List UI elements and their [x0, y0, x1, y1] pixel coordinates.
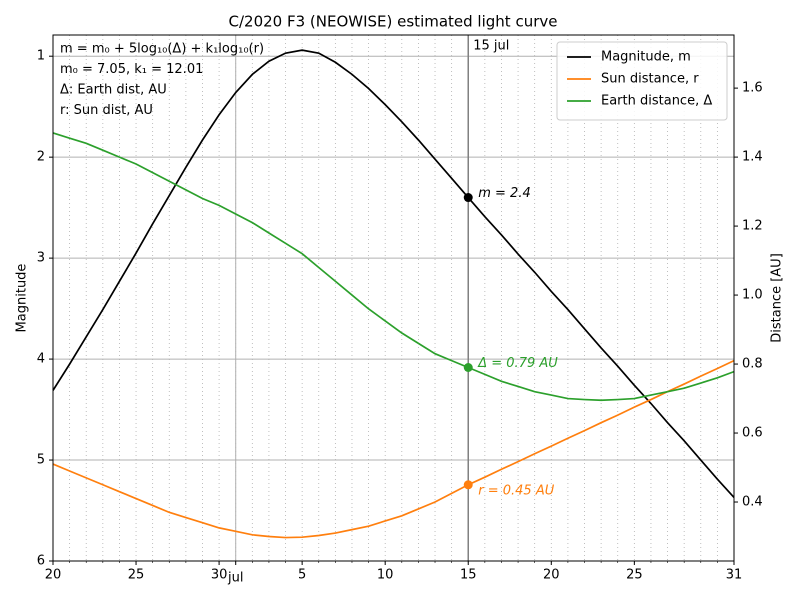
y-tick-label: 6 [37, 554, 45, 569]
y2-tick-label: 0.6 [742, 426, 763, 441]
annotation: m = m₀ + 5log₁₀(Δ) + k₁log₁₀(r) [60, 42, 264, 57]
highlight-marker [463, 193, 473, 203]
y2-tick-label: 1.4 [742, 150, 763, 165]
highlight-marker [463, 480, 473, 490]
x-tick-label: 5 [298, 568, 306, 583]
y-axis-label: Magnitude [15, 264, 30, 333]
y2-tick-label: 1.0 [742, 288, 763, 303]
x-tick-label: 30 [211, 568, 228, 583]
x-tick-label: 25 [128, 568, 145, 583]
y2-tick-label: 0.8 [742, 357, 763, 372]
legend-label: Magnitude, m [601, 50, 691, 65]
legend-label: Earth distance, Δ [601, 94, 712, 109]
highlight-marker [463, 363, 473, 373]
y2-tick-label: 0.4 [742, 495, 763, 510]
plot-frame [52, 34, 735, 562]
y-tick-label: 3 [37, 251, 45, 266]
y-tick-label: 4 [37, 352, 45, 367]
y-tick-label: 2 [37, 150, 45, 165]
series-line [52, 132, 735, 402]
marker-label: m = 2.4 [478, 186, 531, 201]
marker-label: Δ = 0.79 AU [477, 356, 558, 371]
x-tick-label: 31 [726, 568, 743, 583]
series-line [52, 49, 735, 498]
highlight-label: 15 jul [473, 39, 509, 54]
annotation: r: Sun dist, AU [60, 103, 153, 118]
x-tick-label: jul [227, 571, 243, 586]
x-tick-label: 20 [45, 568, 62, 583]
y-tick-label: 1 [37, 49, 45, 64]
marker-label: r = 0.45 AU [478, 483, 554, 498]
x-tick-label: 15 [460, 568, 477, 583]
annotation: Δ: Earth dist, AU [60, 83, 167, 98]
legend-label: Sun distance, r [601, 72, 699, 87]
x-tick-label: 20 [543, 568, 560, 583]
annotation: m₀ = 7.05, k₁ = 12.01 [60, 62, 203, 77]
chart-title: C/2020 F3 (NEOWISE) estimated light curv… [229, 13, 558, 31]
y2-tick-label: 1.6 [742, 81, 763, 96]
x-tick-label: 25 [626, 568, 643, 583]
x-tick-label: 10 [377, 568, 394, 583]
series-line [52, 359, 735, 539]
y-tick-label: 5 [37, 453, 45, 468]
y2-tick-label: 1.2 [742, 219, 763, 234]
legend-box [556, 41, 728, 121]
y2-axis-label: Distance [AU] [770, 253, 785, 343]
